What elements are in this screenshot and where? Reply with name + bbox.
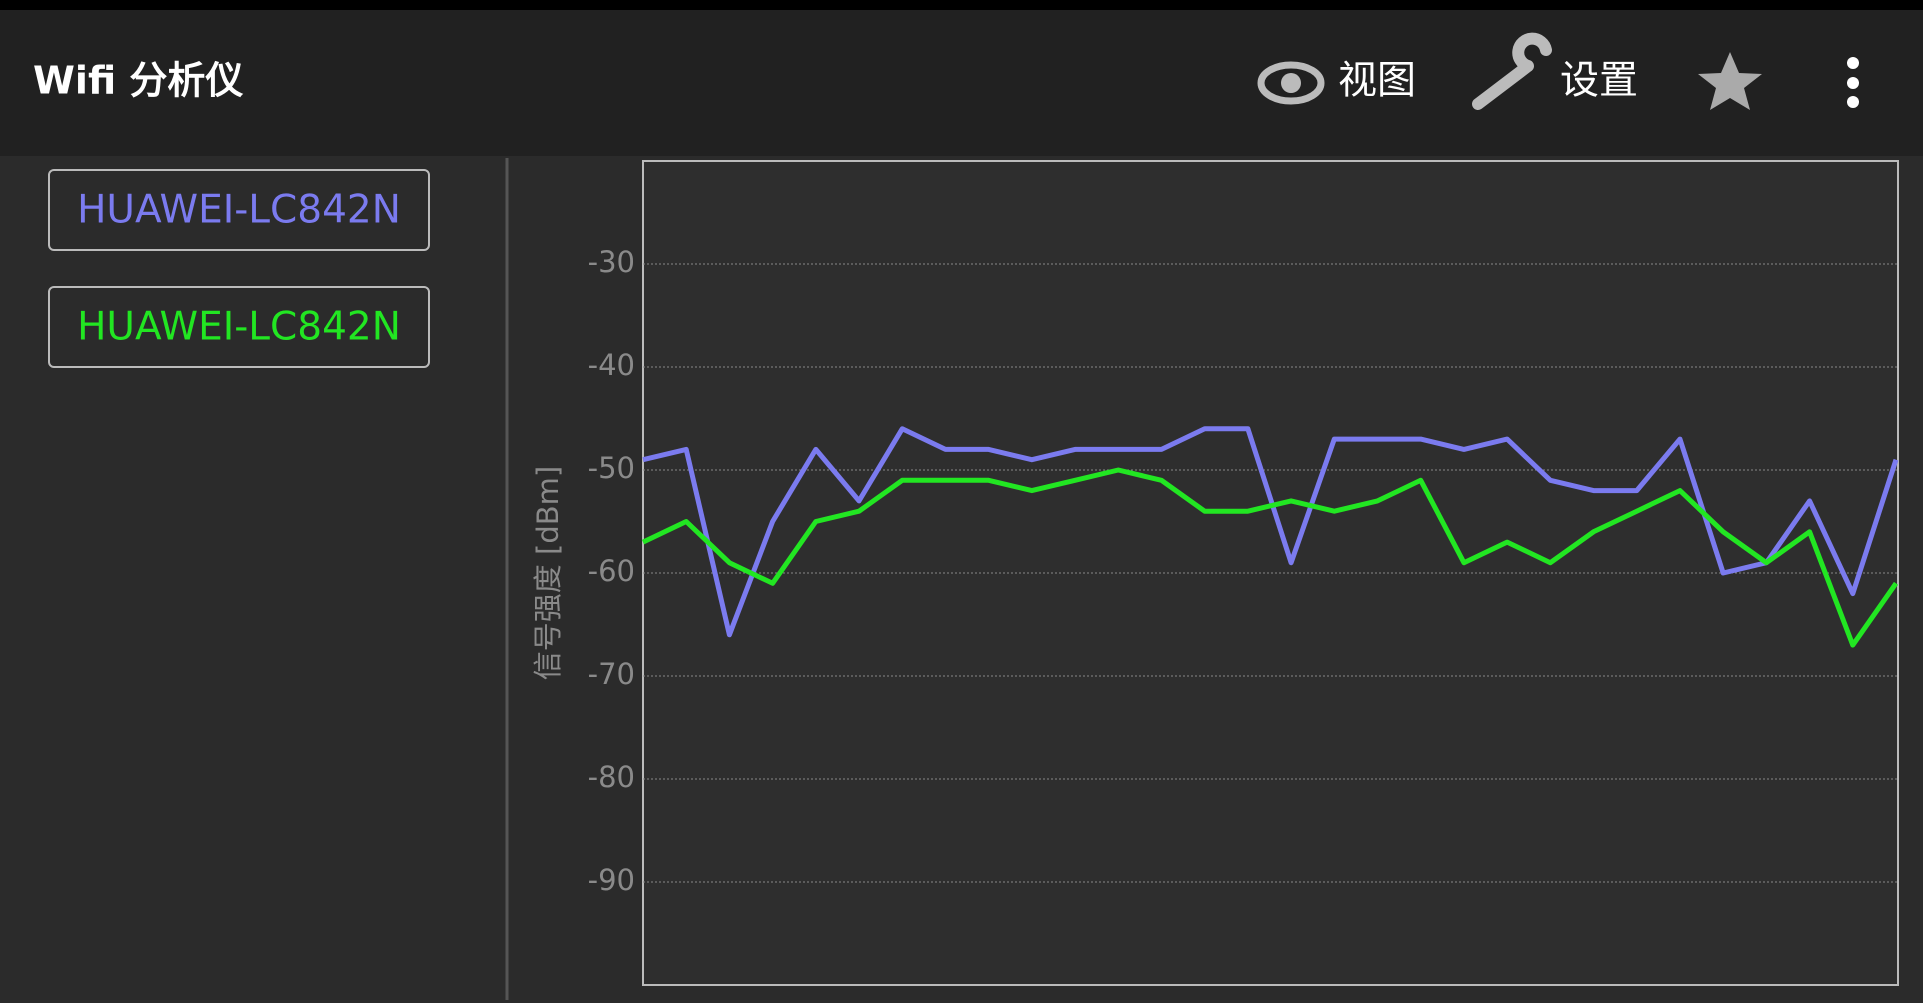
- menu-dot: [1847, 96, 1859, 108]
- favorite-icon[interactable]: [1698, 52, 1762, 110]
- network-button[interactable]: [48, 169, 430, 251]
- y-tick-label: -70: [588, 657, 635, 691]
- eye-icon: [1257, 61, 1325, 105]
- y-tick-label: -80: [588, 760, 635, 794]
- series-line: [642, 426, 1899, 638]
- legend-label: HUAWEI-LC842N: [77, 305, 401, 350]
- status-bar: [0, 0, 1923, 10]
- y-tick-label: -50: [588, 451, 635, 485]
- eye-pupil: [1281, 73, 1301, 93]
- action-label: 视图: [1338, 59, 1416, 104]
- view-action[interactable]: 视图: [1257, 59, 1416, 105]
- network-button[interactable]: [48, 286, 430, 368]
- app-title: Wifi 分析仪: [33, 59, 243, 103]
- series-line: [641, 467, 1899, 648]
- wrench-icon: [1472, 32, 1552, 110]
- settings-action[interactable]: 设置: [1472, 32, 1638, 110]
- y-tick-label: -60: [588, 554, 635, 588]
- y-tick-label: -90: [588, 863, 635, 897]
- overflow-menu[interactable]: [1847, 57, 1859, 108]
- action-label: 设置: [1560, 59, 1638, 104]
- menu-dot: [1847, 57, 1859, 69]
- y-tick-label: -30: [588, 245, 635, 279]
- legend-label: HUAWEI-LC842N: [77, 188, 401, 233]
- y-axis-label: 信号强度 [dBm]: [531, 466, 565, 680]
- y-tick-label: -40: [588, 348, 635, 382]
- menu-dot: [1847, 77, 1859, 89]
- app-bar: [0, 10, 1923, 156]
